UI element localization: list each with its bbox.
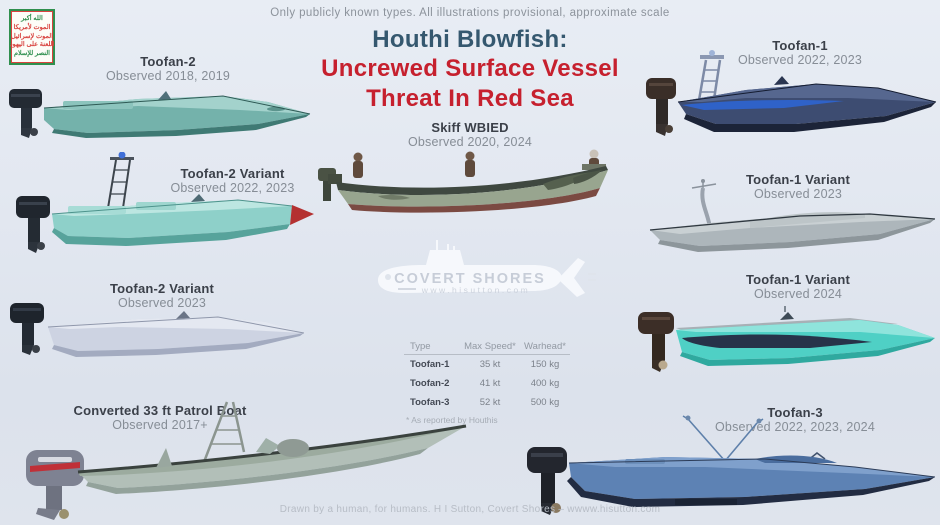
label-toofan-2-variant-b: Toofan-2 Variant Observed 2023	[62, 281, 262, 310]
toofan-1-variant-b-illustration	[638, 306, 935, 372]
emblem-line: الموت لإسرائيل	[10, 32, 54, 40]
cell-warhead: 400 kg	[530, 378, 560, 389]
cell-warhead: 150 kg	[530, 359, 560, 370]
table-row: Toofan-3 52 kt 500 kg	[404, 393, 570, 412]
label-skiff-wbied: Skiff WBIED Observed 2020, 2024	[370, 120, 570, 149]
watermark-title: COVERT SHORES	[394, 271, 546, 287]
outboard-motor-icon	[318, 168, 342, 201]
title-line-2: Uncrewed Surface Vessel	[321, 55, 619, 83]
vessel-observed: Observed 2024	[753, 287, 843, 301]
label-toofan-1-variant-b: Toofan-1 Variant Observed 2024	[698, 272, 898, 301]
cell-type: Toofan-2	[410, 378, 450, 389]
label-toofan-2: Toofan-2 Observed 2018, 2019	[68, 54, 268, 83]
vessel-observed: Observed 2022, 2023	[170, 181, 295, 195]
skiff-wbied-illustration	[318, 149, 608, 213]
toofan-1-illustration	[646, 50, 937, 136]
covert-shores-watermark: COVERT SHORES www.hisutton.com	[378, 240, 596, 297]
patrol-boat-illustration	[26, 401, 467, 520]
houthi-banner-emblem: الله أكبر الموت لأمريكا الموت لإسرائيل ا…	[9, 9, 55, 65]
vessel-name: Skiff WBIED	[431, 120, 509, 135]
table-row: Toofan-1 35 kt 150 kg	[404, 355, 570, 374]
submarine-icon	[378, 240, 596, 297]
table-row: Toofan-2 41 kt 400 kg	[404, 374, 570, 393]
cell-type: Toofan-3	[410, 397, 450, 408]
outboard-motor-icon	[638, 312, 674, 372]
vessel-observed: Observed 2018, 2019	[105, 69, 231, 83]
outboard-motor-icon	[16, 196, 50, 253]
cell-type: Toofan-1	[410, 359, 450, 370]
col-header-type: Type	[410, 340, 431, 352]
vessel-observed: Observed 2022, 2023	[737, 53, 863, 67]
vessel-name: Toofan-2 Variant	[180, 166, 285, 181]
outboard-motor-icon	[10, 303, 44, 355]
hull	[51, 194, 314, 246]
vessel-observed: Observed 2020, 2024	[407, 135, 533, 149]
hull	[47, 311, 304, 357]
hull	[43, 91, 311, 138]
hull	[677, 76, 937, 132]
label-converted-patrol-boat: Converted 33 ft Patrol Boat Observed 201…	[30, 403, 290, 432]
vessel-observed: Observed 2022, 2023, 2024	[715, 420, 875, 434]
toofan-2-variant-a-illustration	[16, 152, 314, 253]
emblem-line: الله أكبر	[21, 15, 43, 23]
outboard-motor-icon	[26, 450, 84, 520]
hull	[77, 424, 467, 494]
page-title: Houthi Blowfish: Uncrewed Surface Vessel…	[270, 25, 670, 113]
vessel-name: Toofan-1	[772, 38, 828, 53]
label-toofan-3: Toofan-3 Observed 2022, 2023, 2024	[675, 405, 915, 434]
toofan-1-variant-a-illustration	[649, 179, 936, 252]
vessel-observed: Observed 2023	[117, 296, 207, 310]
hull	[336, 166, 608, 213]
disclaimer-note: Only publicly known types. All illustrat…	[270, 7, 670, 19]
a-frame-mast	[202, 401, 246, 463]
red-bow-tip	[290, 205, 314, 225]
vessel-name: Toofan-2	[140, 54, 196, 69]
spec-table: Type Max Speed* Warhead* Toofan-1 35 kt …	[404, 338, 570, 425]
spec-table-header: Type Max Speed* Warhead*	[404, 338, 570, 355]
label-toofan-2-variant-a: Toofan-2 Variant Observed 2022, 2023	[130, 166, 335, 195]
cell-speed: 41 kt	[479, 378, 501, 389]
watermark-url: www.hisutton.com	[421, 285, 531, 295]
hull	[676, 306, 935, 366]
cell-speed: 35 kt	[479, 359, 501, 370]
vessel-name: Converted 33 ft Patrol Boat	[73, 403, 247, 418]
toofan-2-variant-b-illustration	[10, 303, 304, 357]
table-footnote: * As reported by Houthis	[406, 415, 498, 425]
label-toofan-1-variant-a: Toofan-1 Variant Observed 2023	[698, 172, 898, 201]
outboard-motor-icon	[527, 447, 567, 515]
pipe-mast	[691, 179, 717, 229]
vessel-name: Toofan-2 Variant	[109, 281, 215, 296]
vessel-observed: Observed 2017+	[112, 418, 208, 432]
emblem-line: اللعنة على اليهود	[9, 41, 55, 49]
label-toofan-1: Toofan-1 Observed 2022, 2023	[700, 38, 900, 67]
antenna-mast	[682, 415, 826, 462]
cell-speed: 52 kt	[479, 397, 501, 408]
vessel-name: Toofan-3	[767, 405, 823, 420]
col-header-warhead: Warhead*	[524, 340, 566, 352]
emblem-line: الموت لأمريكا	[13, 23, 51, 31]
credit-line: Drawn by a human, for humans. H I Sutton…	[279, 504, 661, 515]
outboard-motor-icon	[9, 89, 42, 138]
vessel-name: Toofan-1 Variant	[745, 172, 851, 187]
hull	[567, 455, 936, 507]
mast-ladder	[107, 152, 134, 209]
mannequin-figures	[353, 149, 606, 178]
col-header-speed: Max Speed*	[464, 340, 516, 352]
toofan-2-illustration	[9, 89, 311, 138]
outboard-motor-icon	[646, 78, 676, 136]
hull	[649, 212, 936, 252]
title-line-1: Houthi Blowfish:	[372, 26, 568, 53]
toofan-3-illustration	[527, 415, 936, 515]
emblem-line: النصر للإسلام	[14, 50, 50, 58]
title-line-3: Threat In Red Sea	[366, 84, 574, 112]
vessel-name: Toofan-1 Variant	[745, 272, 851, 287]
vessel-observed: Observed 2023	[753, 187, 843, 201]
cell-warhead: 500 kg	[530, 397, 560, 408]
